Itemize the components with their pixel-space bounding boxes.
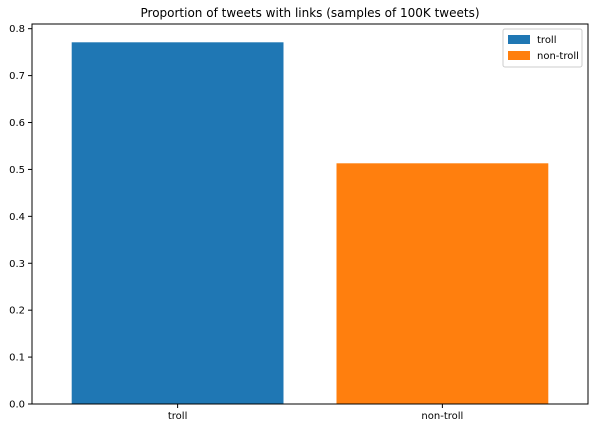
bars-group (71, 42, 549, 405)
legend-swatch-non-troll (508, 51, 530, 60)
x-axis: troll non-troll (168, 404, 463, 422)
x-tick-label-non-troll: non-troll (421, 411, 463, 422)
legend-label-non-troll: non-troll (537, 51, 579, 62)
y-tick-label-1: 0.1 (9, 353, 25, 364)
plot-frame (31, 23, 589, 405)
y-tick-label-8: 0.8 (9, 24, 25, 35)
y-tick-label-4: 0.4 (9, 212, 25, 223)
y-tick-label-5: 0.5 (9, 165, 25, 176)
y-axis: 0.0 0.1 0.2 0.3 0.4 0.5 0.6 0.7 0.8 (9, 24, 32, 411)
bar-troll (71, 42, 284, 405)
y-tick-label-0: 0.0 (9, 400, 25, 411)
x-tick-label-troll: troll (168, 411, 188, 422)
y-tick-label-6: 0.6 (9, 118, 25, 129)
y-tick-label-2: 0.2 (9, 306, 25, 317)
bar-non-troll (336, 163, 549, 404)
legend: troll non-troll (502, 28, 583, 68)
legend-swatch-troll (508, 35, 530, 44)
chart-title: Proportion of tweets with links (samples… (141, 6, 480, 20)
legend-label-troll: troll (537, 35, 557, 46)
y-tick-label-7: 0.7 (9, 71, 25, 82)
y-tick-label-3: 0.3 (9, 259, 25, 270)
